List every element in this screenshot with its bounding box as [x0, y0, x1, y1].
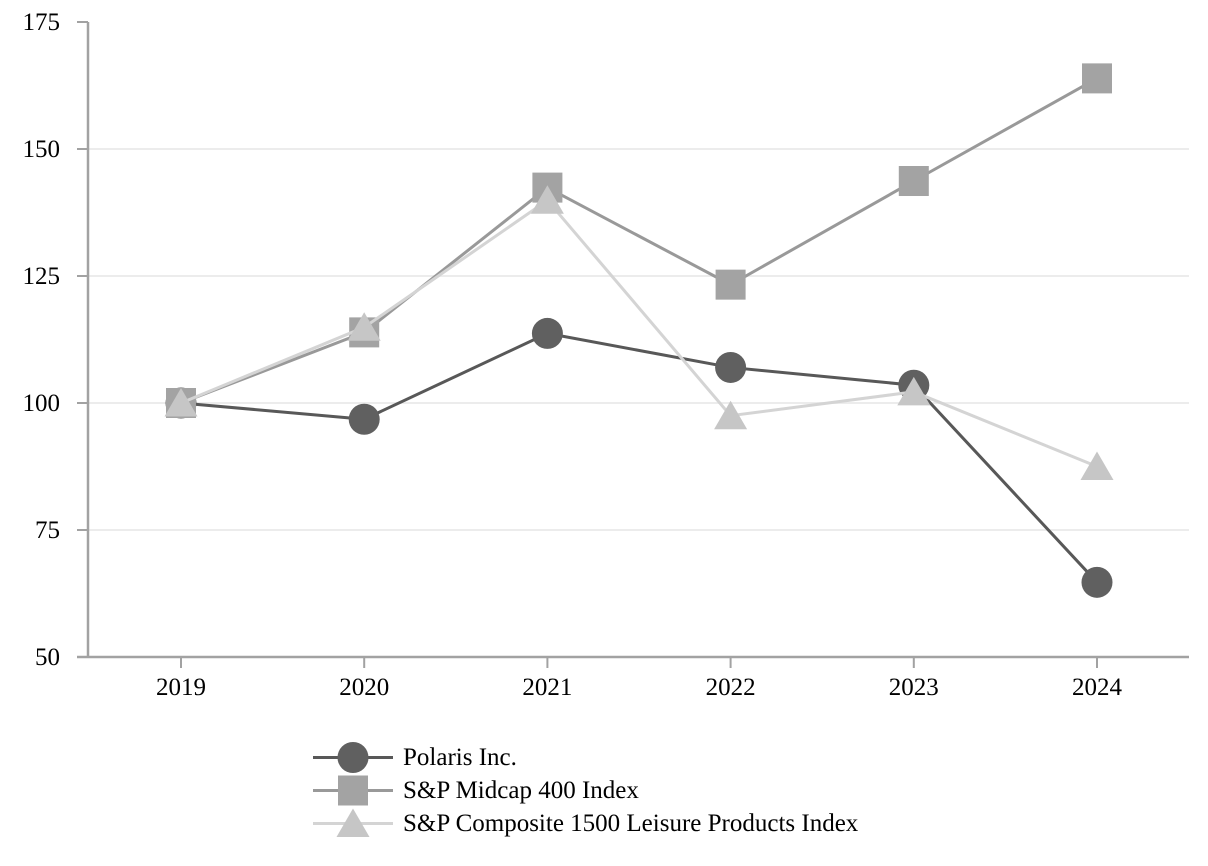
legend-item-sp-composite-1500-leisure: S&P Composite 1500 Leisure Products Inde… [313, 807, 858, 840]
series-line-sp-midcap-400 [179, 76, 1099, 405]
data-point-polaris-circle [715, 351, 747, 383]
x-tick-label: 2022 [706, 674, 756, 701]
series-line-polaris [179, 331, 1099, 584]
y-tick-label: 50 [35, 644, 60, 671]
legend-label-polaris: Polaris Inc. [403, 744, 517, 771]
legend-label-sp-composite-1500-leisure: S&P Composite 1500 Leisure Products Inde… [403, 810, 859, 837]
triangle-marker-icon [313, 808, 393, 837]
data-point-sp-composite-1500-leisure-triangle [347, 312, 381, 341]
data-point-sp-midcap-400-square [1082, 63, 1112, 94]
legend-item-sp-midcap-400: S&P Midcap 400 Index [313, 774, 858, 807]
legend-item-polaris: Polaris Inc. [313, 741, 858, 774]
y-tick-label: 125 [23, 263, 61, 290]
x-tick-label: 2021 [522, 674, 572, 701]
data-point-polaris-circle [348, 403, 380, 435]
y-tick-label: 100 [23, 390, 61, 417]
x-tick-label: 2019 [156, 674, 206, 701]
series-line-sp-composite-1500-leisure [179, 198, 1099, 468]
x-tick-label: 2024 [1072, 674, 1123, 701]
data-point-polaris-circle [531, 317, 563, 349]
legend-marker-sp-composite-1500-leisure-triangle [336, 808, 370, 837]
y-tick-label: 150 [23, 136, 61, 163]
data-point-sp-composite-1500-leisure-triangle [714, 400, 748, 430]
legend-label-sp-midcap-400: S&P Midcap 400 Index [403, 777, 639, 804]
square-marker-icon [313, 775, 393, 806]
plot-area: 50 75 100 125 150 175 2019 2020 2021 2022 2023 2024 [23, 9, 1189, 701]
legend: Polaris Inc. S&P Midcap 400 Index S&P Co… [313, 741, 858, 840]
legend-marker-polaris-circle [337, 742, 369, 773]
data-point-sp-composite-1500-leisure-triangle [897, 376, 931, 406]
legend-marker-sp-midcap-400-square [338, 775, 368, 806]
y-tick-label: 175 [23, 9, 61, 36]
x-tick-label: 2020 [339, 674, 389, 701]
data-point-sp-composite-1500-leisure-triangle [164, 388, 198, 417]
data-point-sp-midcap-400-square [715, 269, 746, 300]
data-point-sp-composite-1500-leisure-triangle [530, 185, 564, 214]
data-point-sp-composite-1500-leisure-triangle [1080, 451, 1114, 480]
data-point-sp-midcap-400-square [898, 166, 929, 197]
y-tick-label: 75 [35, 517, 60, 544]
data-point-polaris-circle [1081, 566, 1113, 598]
circle-marker-icon [313, 742, 393, 773]
x-tick-label: 2023 [889, 674, 939, 701]
